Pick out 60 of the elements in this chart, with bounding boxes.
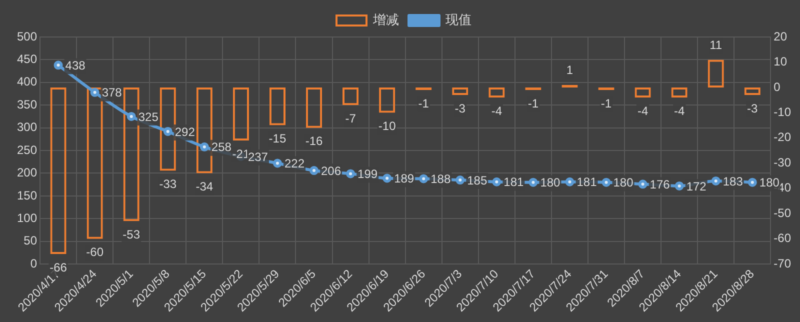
y2-tick-label: -20 (774, 130, 792, 144)
data-label: -3 (454, 101, 466, 116)
y-tick-label: 450 (16, 52, 38, 66)
data-label: 189 (394, 172, 414, 186)
y-tick-label: 100 (16, 210, 38, 225)
y-tick-label: 500 (16, 29, 38, 44)
data-label: 172 (686, 179, 707, 194)
data-label: -60 (86, 245, 104, 260)
data-label: -1 (600, 96, 612, 110)
data-label: -4 (674, 104, 685, 118)
y2-tick-label: 10 (774, 54, 788, 69)
y-tick-label: 300 (16, 120, 38, 134)
y-tick-label: 350 (16, 97, 38, 112)
data-label: 237 (248, 150, 268, 164)
legend-label: 现值 (446, 12, 472, 28)
data-label: 378 (102, 86, 122, 100)
data-label: 180 (613, 176, 634, 190)
data-label: -4 (491, 104, 502, 118)
data-label: 185 (467, 173, 488, 188)
data-label: 325 (138, 110, 159, 124)
data-label: 180 (540, 176, 561, 190)
data-label: -3 (747, 101, 758, 116)
data-label: -1 (418, 96, 430, 110)
data-label: -16 (305, 134, 324, 148)
y2-tick-label: 20 (774, 29, 788, 44)
data-label: 1 (566, 63, 574, 78)
data-label: -33 (159, 177, 177, 192)
y2-tick-label: -30 (774, 155, 792, 170)
data-label: 258 (211, 140, 232, 154)
y-tick-label: 50 (24, 234, 38, 248)
data-label: 438 (65, 58, 86, 72)
data-label: -53 (122, 227, 140, 242)
data-label: 11 (710, 38, 722, 52)
y2-tick-label: -50 (774, 206, 792, 220)
y-tick-label: 0 (30, 256, 38, 270)
y2-tick-label: -70 (774, 256, 792, 270)
data-label: 181 (504, 175, 524, 190)
data-label: 199 (358, 167, 378, 182)
legend-label: 增减 (372, 12, 399, 28)
y-tick-label: 250 (16, 142, 38, 157)
y2-tick-label: -10 (774, 105, 792, 119)
data-label: -7 (345, 111, 356, 126)
data-label: -10 (378, 119, 396, 133)
y-tick-label: 400 (16, 74, 38, 89)
data-label: 176 (650, 177, 670, 192)
data-label: -15 (268, 132, 286, 146)
data-label: -21 (232, 146, 250, 161)
data-label: 188 (430, 172, 451, 186)
y2-tick-label: -60 (774, 231, 792, 246)
data-label: 181 (576, 175, 598, 190)
data-label: 222 (284, 156, 305, 171)
y-tick-label: 150 (16, 188, 38, 202)
y2-tick-label: 0 (774, 80, 781, 94)
data-label: 183 (722, 174, 744, 188)
data-label: 292 (174, 124, 196, 139)
data-label: -34 (196, 180, 214, 194)
data-label: 206 (321, 164, 342, 178)
data-label: -4 (637, 104, 648, 118)
y-tick-label: 200 (16, 166, 38, 180)
data-label: -1 (528, 96, 539, 110)
